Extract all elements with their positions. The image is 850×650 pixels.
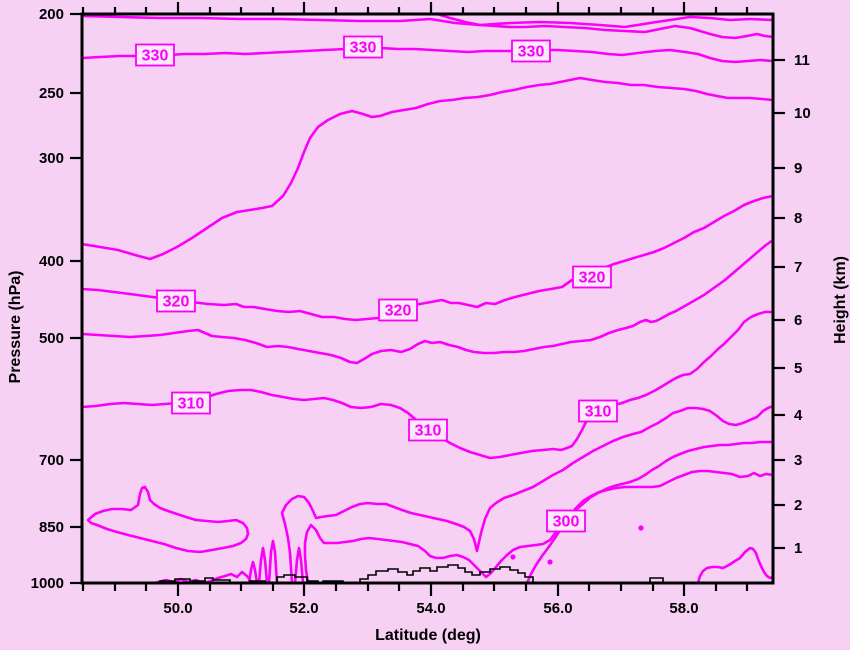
bottom-tick-label: 54.0	[416, 600, 445, 617]
contour-310	[82, 310, 773, 460]
bottom-tick-label: 58.0	[669, 600, 698, 617]
surface-spike-3	[267, 539, 279, 583]
left-tick-label: 700	[39, 452, 64, 469]
contour-label-box	[135, 43, 175, 67]
contour-corner-hump	[696, 546, 773, 583]
contour-label-text: 320	[579, 270, 606, 287]
contour-label-text: 330	[142, 48, 169, 65]
contour-label-text: 310	[415, 423, 442, 440]
right-tick-label: 6	[794, 312, 802, 329]
bottom-tick-label: 50.0	[163, 600, 192, 617]
right-tick-label: 3	[794, 452, 802, 469]
contour-closed-blob	[86, 485, 250, 554]
surface-spike-2	[257, 546, 269, 583]
surface-spike-1	[247, 560, 259, 583]
bottom-axis-title: Latitude (deg)	[375, 627, 481, 644]
contour-label-box	[171, 391, 211, 415]
contour-label-box	[511, 39, 551, 63]
right-tick-label: 9	[794, 160, 802, 177]
contour-330	[82, 46, 773, 64]
contour-label-box	[572, 265, 612, 289]
contour-label-text: 330	[518, 44, 545, 61]
left-tick-label: 850	[39, 519, 64, 536]
axis-ticks	[70, 2, 785, 596]
contour-low-c	[280, 404, 773, 583]
contour-label-text: 330	[350, 40, 377, 57]
right-tick-label: 4	[794, 407, 803, 424]
contour-label-text: 320	[163, 294, 190, 311]
contour-upper-b	[435, 14, 773, 40]
contour-dots	[510, 525, 644, 565]
right-tick-label: 11	[794, 52, 810, 69]
right-tick-label: 10	[794, 105, 811, 122]
contour-label-box	[408, 418, 448, 442]
contour-lines	[82, 14, 773, 583]
right-axis-title: Height (km)	[832, 256, 849, 344]
contour-label-box	[343, 35, 383, 59]
left-tick-label: 250	[39, 85, 64, 102]
contour-labels: 330 330 330 320 320 320 310 310 310 300	[135, 35, 618, 533]
contour-dot	[638, 525, 644, 531]
contour-320	[82, 194, 773, 322]
right-tick-label: 1	[794, 540, 802, 557]
contour-label-box	[378, 298, 418, 322]
left-tick-label: 200	[39, 6, 64, 23]
left-tick-label: 500	[39, 330, 64, 347]
right-tick-label: 5	[794, 360, 802, 377]
contour-low-e	[525, 469, 773, 583]
bottom-tick-label: 52.0	[289, 600, 318, 617]
bottom-tick-label: 56.0	[543, 600, 572, 617]
right-tick-label: 8	[794, 210, 802, 227]
left-axis-title: Pressure (hPa)	[7, 270, 24, 384]
left-tick-label: 1000	[31, 575, 64, 592]
contour-300	[303, 440, 773, 583]
right-tick-label: 2	[794, 497, 802, 514]
tick-labels: 200 250 300 400 500 700 850 1000 11 10 9 8 7 6 5 4 3 2 1 50…	[31, 6, 811, 617]
contour-dot	[510, 554, 516, 560]
contour-mid-f	[82, 238, 773, 365]
surface-spike-4	[293, 546, 305, 583]
contour-label-box	[156, 289, 196, 313]
contour-label-box	[546, 509, 586, 533]
contour-top	[82, 14, 773, 29]
contour-mid-d	[82, 76, 773, 261]
right-tick-label: 7	[794, 259, 802, 276]
contour-label-text: 300	[553, 514, 580, 531]
left-tick-label: 300	[39, 150, 64, 167]
contour-label-text: 310	[585, 404, 612, 421]
contour-dot	[547, 559, 553, 565]
contour-label-box	[578, 399, 618, 423]
contour-label-text: 320	[385, 303, 412, 320]
left-tick-label: 400	[39, 253, 64, 270]
plot-frame	[80, 12, 775, 585]
contour-label-text: 310	[178, 396, 205, 413]
